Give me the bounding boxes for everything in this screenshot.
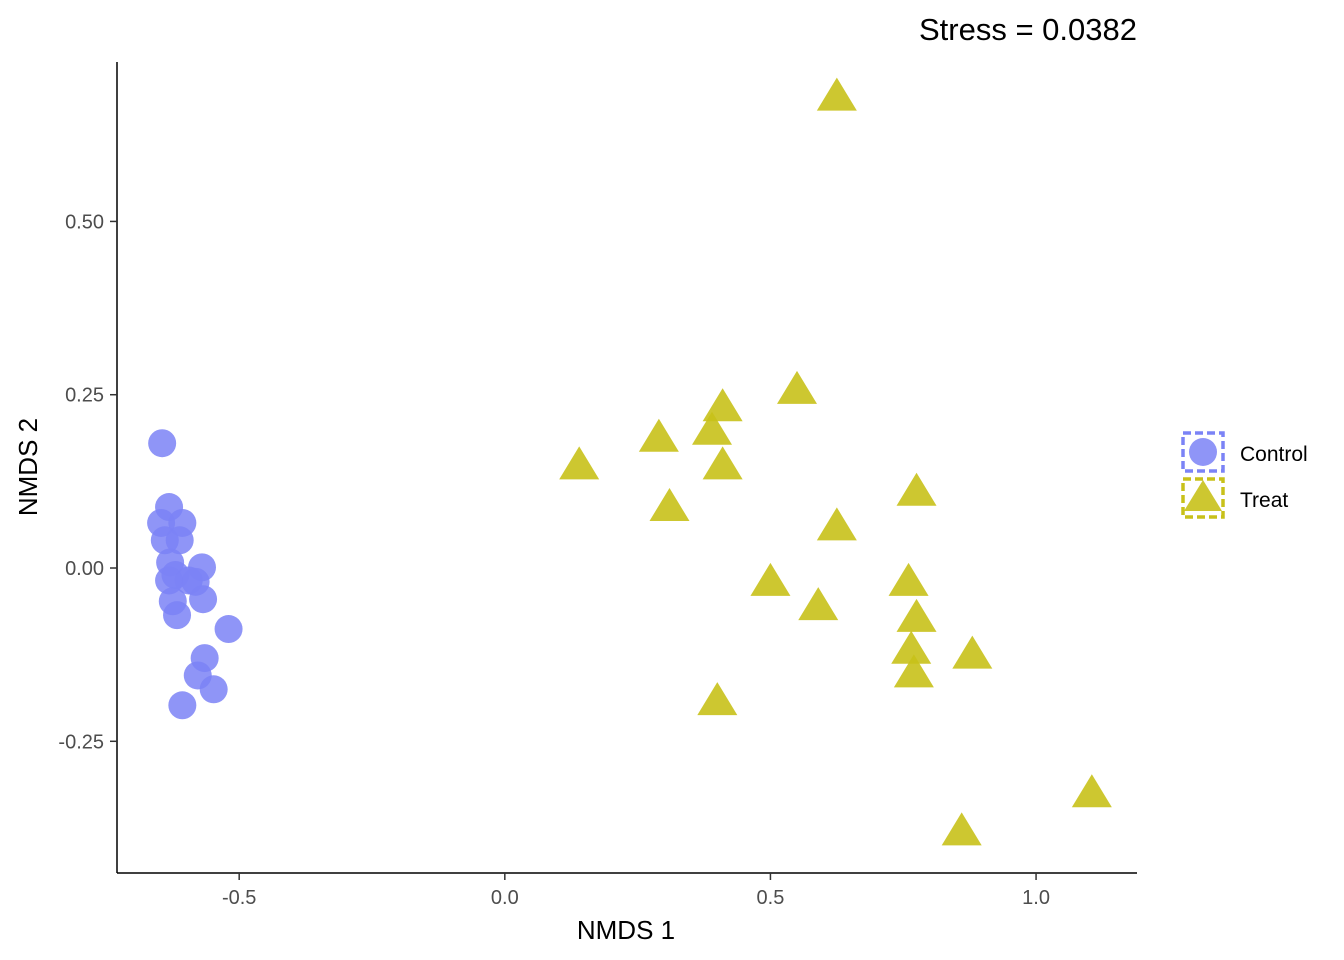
legend: Control Treat — [1181, 431, 1308, 519]
x-tick-label: -0.5 — [222, 887, 256, 909]
legend-key-treat-box — [1181, 477, 1225, 519]
control-point — [165, 526, 194, 555]
treat-point — [702, 388, 743, 422]
x-axis-title: NMDS 1 — [577, 915, 675, 945]
treat-point — [638, 418, 679, 452]
treat-point — [1071, 774, 1112, 808]
x-tick-label: 1.0 — [1022, 887, 1050, 909]
stress-title: Stress = 0.0382 — [919, 12, 1137, 47]
treat-point — [697, 682, 738, 716]
treat-point — [896, 598, 937, 632]
x-ticks: -0.5 0.0 0.5 1.0 — [222, 873, 1050, 909]
legend-key-control-box — [1181, 431, 1225, 473]
treat-point — [750, 562, 791, 596]
treat-point — [798, 587, 839, 621]
points-layer — [147, 77, 1112, 846]
legend-label-control: Control — [1240, 443, 1308, 466]
treat-point — [692, 411, 732, 445]
control-point — [155, 566, 184, 595]
legend-label-treat: Treat — [1240, 489, 1288, 512]
control-point — [148, 429, 177, 458]
control-point — [163, 601, 192, 630]
x-tick-label: 0.5 — [757, 887, 785, 909]
y-tick-label: 0.50 — [65, 211, 104, 233]
legend-key-treat-triangle — [1184, 480, 1222, 511]
y-tick-label: 0.25 — [65, 385, 104, 407]
control-point — [214, 615, 243, 644]
y-ticks: -0.25 0.00 0.25 0.50 — [58, 211, 117, 753]
control-point — [189, 585, 218, 614]
treat-point — [888, 562, 929, 596]
treat-point — [896, 472, 937, 506]
treat-point — [891, 630, 932, 664]
treat-point — [649, 488, 690, 522]
treat-point — [893, 654, 934, 688]
control-point — [168, 691, 197, 720]
treat-point — [941, 812, 982, 846]
x-tick-label: 0.0 — [491, 887, 519, 909]
treat-point — [816, 507, 857, 541]
legend-key-control-circle — [1189, 438, 1217, 466]
treat-point — [559, 446, 600, 480]
y-axis-title: NMDS 2 — [13, 418, 43, 516]
control-point — [199, 675, 228, 704]
y-tick-label: -0.25 — [58, 731, 104, 753]
treat-point — [702, 446, 743, 480]
treat-point — [816, 77, 857, 111]
treat-point — [777, 370, 817, 404]
y-tick-label: 0.00 — [65, 558, 104, 580]
treat-point — [952, 635, 993, 669]
